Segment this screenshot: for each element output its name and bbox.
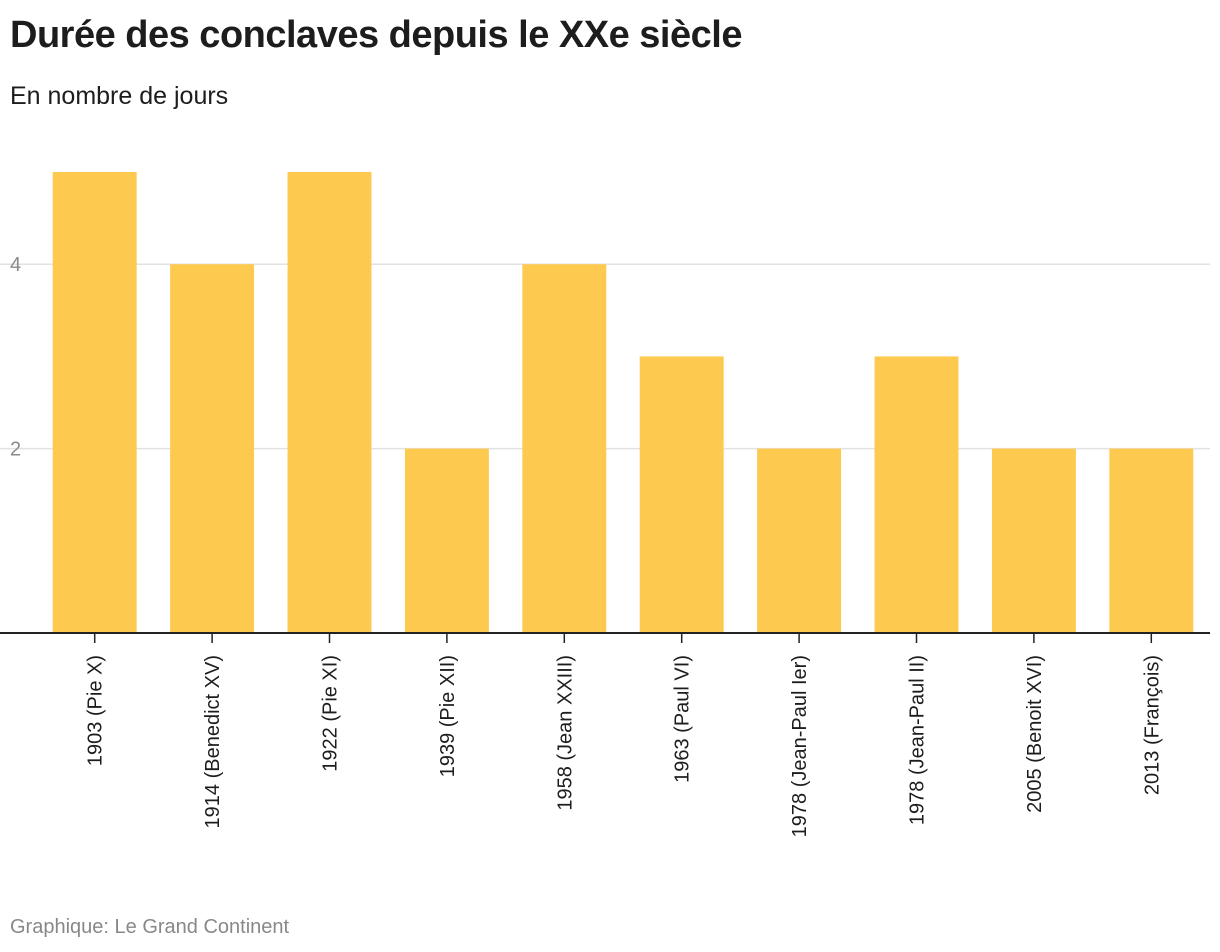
x-axis [0, 632, 1210, 643]
chart-source: Graphique: Le Grand Continent [10, 916, 290, 938]
x-tick-label: 1939 (Pie XII) [437, 655, 459, 777]
bar [991, 448, 1076, 633]
x-tick-label: 1914 (Benedict XV) [202, 655, 224, 828]
x-tick-label: 1958 (Jean XXIII) [554, 655, 576, 811]
category-labels: 1903 (Pie X) 1914 (Benedict XV) 1922 (Pie … [85, 655, 1164, 837]
bar-chart: 2 4 1903 (Pie X) 1914 (Benedict XV) 1922 (P… [0, 172, 1210, 837]
bar [287, 172, 372, 633]
bar [874, 356, 959, 633]
x-tick-label: 1963 (Paul VI) [672, 655, 694, 783]
x-tick-label: 1903 (Pie X) [85, 655, 107, 766]
bar [522, 264, 607, 633]
y-tick-label: 4 [10, 254, 21, 276]
x-tick-label: 1922 (Pie XI) [320, 655, 342, 772]
chart-subtitle: En nombre de jours [10, 82, 229, 110]
bar [404, 448, 489, 633]
bar [639, 356, 724, 633]
x-tick-label: 1978 (Jean-Paul Ier) [789, 655, 811, 837]
bars [52, 172, 1194, 633]
y-tick-label: 2 [10, 439, 21, 461]
bar [1109, 448, 1194, 633]
chart-title: Durée des conclaves depuis le XXe siècle [10, 14, 742, 56]
x-tick-label: 1978 (Jean-Paul II) [907, 655, 929, 825]
bar [757, 448, 842, 633]
x-tick-label: 2013 (François) [1141, 655, 1163, 795]
bar [52, 172, 137, 633]
bar [170, 264, 255, 633]
x-tick-label: 2005 (Benoit XVI) [1024, 655, 1046, 813]
